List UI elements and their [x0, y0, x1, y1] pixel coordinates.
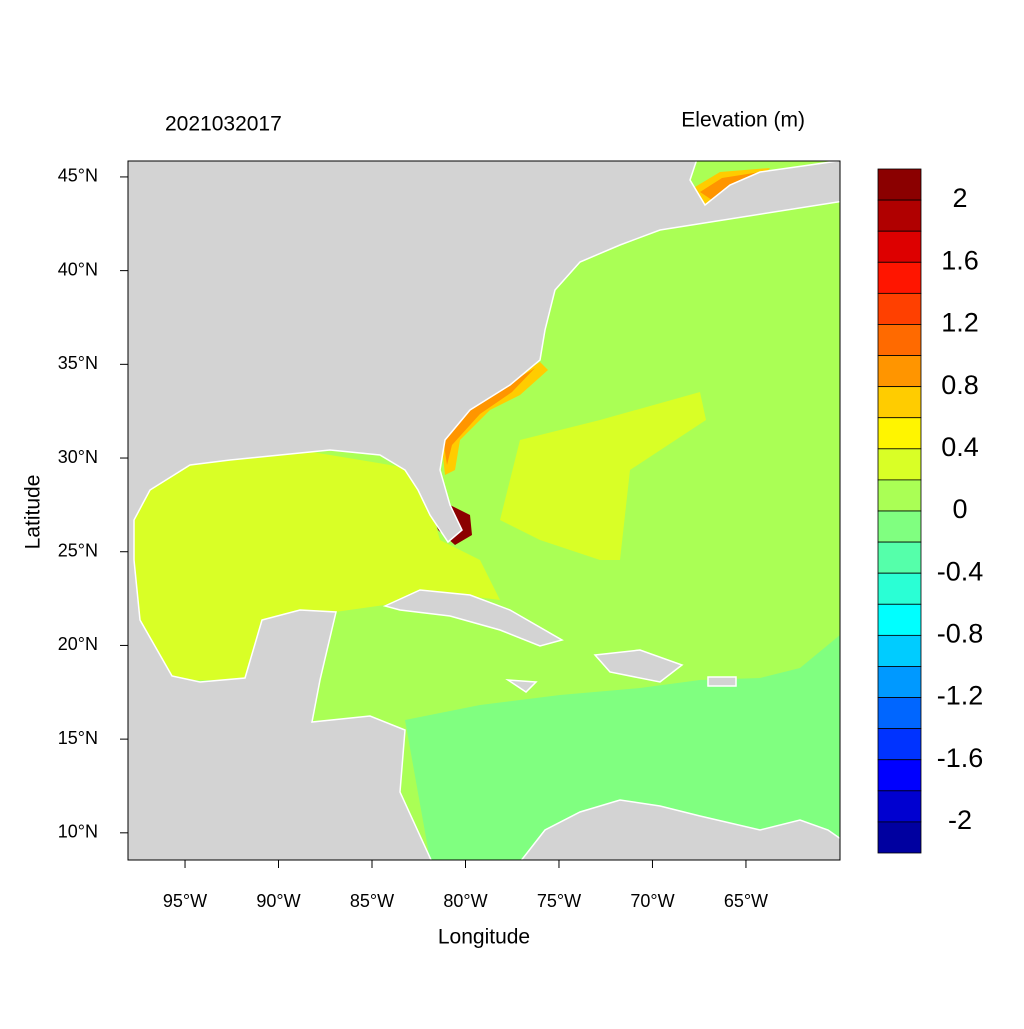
colorbar-box: [877, 448, 922, 481]
plot-frame: [127, 160, 841, 861]
colorbar-box: [877, 261, 922, 294]
colorbar-box: [877, 728, 922, 761]
colorbar-label: 1.6: [941, 245, 979, 275]
colorbar-box: [877, 168, 922, 201]
map-title: 2021032017: [165, 113, 282, 136]
colorbar-label: 0: [952, 494, 967, 524]
colorbar-box: [877, 292, 922, 325]
y-tick-label: 40°N: [58, 259, 98, 279]
colorbar-label: 0.8: [941, 370, 979, 400]
colorbar-title: Elevation (m): [681, 109, 805, 132]
y-tick-label: 35°N: [58, 353, 98, 373]
x-tick-label: 90°W: [256, 891, 300, 911]
colorbar-box: [877, 666, 922, 698]
colorbar-box: [877, 634, 922, 667]
colorbar-box: [877, 199, 922, 232]
colorbar-label: -1.2: [937, 681, 984, 711]
x-tick-label: 95°W: [163, 891, 207, 911]
jamaica: [505, 679, 538, 693]
x-tick-label: 70°W: [630, 891, 674, 911]
gulf-field: [132, 450, 500, 680]
colorbar-box: [877, 386, 922, 419]
colorbar-label: -1.6: [937, 743, 984, 773]
puerto-rico: [707, 676, 737, 687]
atlantic-field: [500, 392, 706, 560]
south-america: [520, 799, 840, 860]
colorbar-label: 2: [952, 183, 967, 213]
colorbar-box: [877, 417, 922, 450]
x-tick-label: 65°W: [724, 891, 768, 911]
y-tick-label: 10°N: [58, 822, 98, 842]
cuba: [382, 589, 564, 647]
colorbar-label: 1.2: [941, 308, 979, 338]
hispaniola: [593, 649, 684, 683]
colorbar-label: -0.4: [937, 556, 984, 586]
colorbar-label: -0.8: [937, 618, 984, 648]
colorbar-box: [877, 572, 922, 605]
colorbar-label: -2: [948, 805, 972, 835]
y-axis-label: Latitude: [22, 475, 45, 550]
north-america: [128, 161, 840, 860]
colorbar-box: [877, 697, 922, 730]
y-tick-label: 25°N: [58, 540, 98, 560]
x-tick-label: 80°W: [443, 891, 487, 911]
colorbar-box: [877, 759, 922, 792]
colorbar-box: [877, 324, 922, 356]
colorbar-box: [877, 355, 922, 388]
colorbar-box: [877, 230, 922, 263]
colorbar-box: [877, 821, 922, 854]
x-tick-label: 75°W: [537, 891, 581, 911]
x-axis-label: Longitude: [438, 926, 530, 949]
colorbar-box: [877, 603, 922, 636]
y-tick-label: 45°N: [58, 166, 98, 186]
y-tick-label: 30°N: [58, 447, 98, 467]
x-tick-label: 85°W: [350, 891, 394, 911]
y-tick-label: 20°N: [58, 634, 98, 654]
y-tick-label: 15°N: [58, 728, 98, 748]
colorbar-box: [877, 479, 922, 512]
colorbar-box: [877, 510, 922, 543]
caribbean-field: [405, 635, 840, 860]
colorbar-box: [877, 790, 922, 823]
colorbar-box: [877, 541, 922, 574]
colorbar-label: 0.4: [941, 432, 979, 462]
map: [128, 161, 840, 860]
coastal-band: [440, 362, 548, 475]
